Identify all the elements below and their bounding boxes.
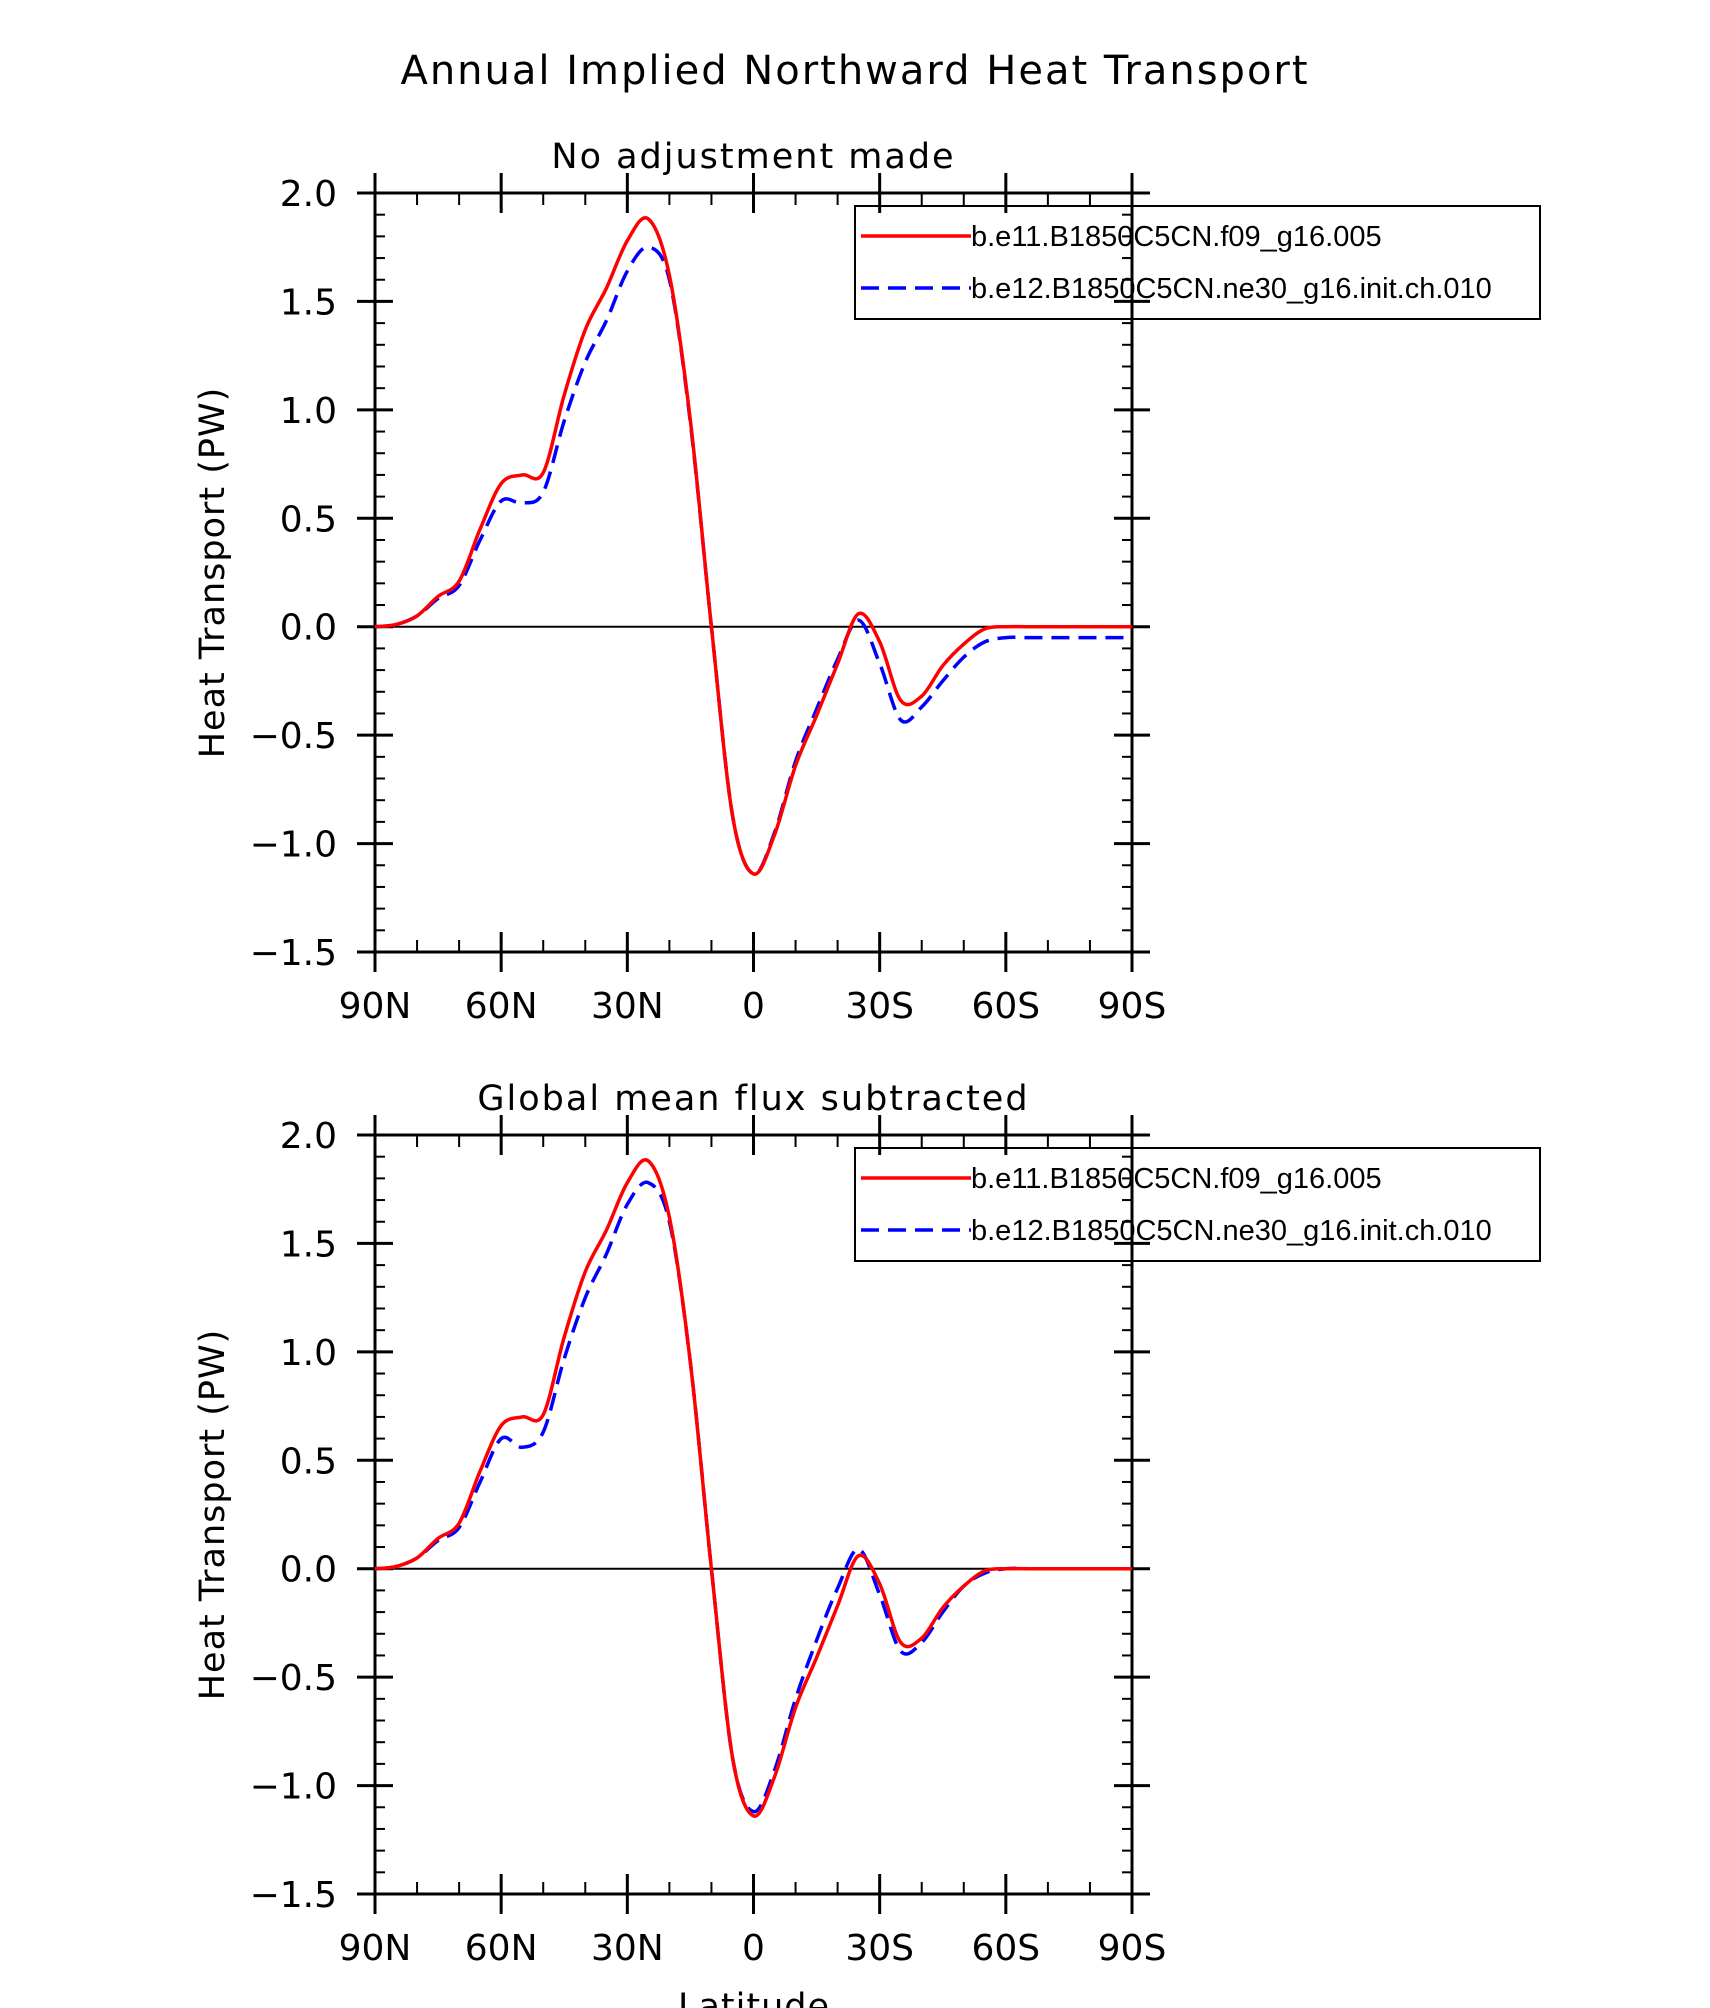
y-tick-label: −1.0: [250, 825, 337, 866]
x-tick-label: 90N: [339, 1928, 412, 1969]
x-tick-label: 0: [742, 986, 765, 1027]
x-tick-label: 60S: [971, 986, 1040, 1027]
series-line-2: [374, 1180, 1132, 1814]
y-tick-label: 1.5: [280, 1224, 337, 1265]
panels: No adjustment made 2.0 1.5 1.0 0.5 0.0 −0.5 −1.…: [193, 137, 1541, 1969]
legend-label-2: b.e12.B1850C5CN.ne30_g16.init.ch.010: [971, 1215, 1492, 1247]
x-tick-label: 30N: [591, 986, 664, 1027]
legend-label-1: b.e11.B1850C5CN.f09_g16.005: [971, 1163, 1382, 1195]
x-tick-label: 30S: [845, 986, 914, 1027]
y-axis-label: Heat Transport (PW): [193, 1329, 233, 1701]
y-tick-label: 0.0: [280, 1550, 337, 1591]
y-tick-label: 1.5: [280, 282, 337, 323]
plot-frame: [373, 191, 1134, 954]
x-tick-label: 30N: [591, 1928, 664, 1969]
y-tick-label: 1.0: [280, 391, 337, 432]
panel-title: Global mean flux subtracted: [477, 1079, 1029, 1119]
y-tick-label: 1.0: [280, 1333, 337, 1374]
panel-title: No adjustment made: [551, 137, 955, 177]
y-tick-label: −1.5: [250, 933, 337, 974]
chart-panel-2: Global mean flux subtracted 2.0 1.5 1.0 0.5 0…: [193, 1079, 1541, 1969]
legend-label-1: b.e11.B1850C5CN.f09_g16.005: [971, 221, 1382, 253]
y-tick-label: −0.5: [250, 1658, 337, 1699]
x-tick-label: 30S: [845, 1928, 914, 1969]
y-tick-label: −1.0: [250, 1767, 337, 1808]
x-tick-label: 90N: [339, 986, 412, 1027]
y-tick-label: −0.5: [250, 716, 337, 757]
x-tick-label: 90S: [1098, 1928, 1167, 1969]
series-line-1: [374, 1158, 1132, 1818]
series-line-1: [374, 216, 1132, 876]
y-axis-label: Heat Transport (PW): [193, 387, 233, 759]
y-tick-label: 0.5: [280, 499, 337, 540]
y-tick-label: 0.0: [280, 608, 337, 649]
y-tick-label: 0.5: [280, 1441, 337, 1482]
x-tick-label: 60N: [465, 1928, 538, 1969]
legend-box: [854, 1147, 1541, 1262]
figure-title: Annual Implied Northward Heat Transport: [400, 48, 1309, 94]
x-axis-label: Latitude: [678, 1987, 830, 2008]
x-tick-label: 60S: [971, 1928, 1040, 1969]
legend-label-2: b.e12.B1850C5CN.ne30_g16.init.ch.010: [971, 273, 1492, 305]
x-tick-label: 90S: [1098, 986, 1167, 1027]
series-line-2: [374, 245, 1133, 876]
x-tick-label: 60N: [465, 986, 538, 1027]
y-tick-label: −1.5: [250, 1875, 337, 1916]
plot-frame: [373, 1133, 1134, 1896]
y-tick-label: 2.0: [280, 1116, 337, 1157]
y-tick-label: 2.0: [280, 174, 337, 215]
x-tick-label: 0: [742, 1928, 765, 1969]
chart-panel-1: No adjustment made 2.0 1.5 1.0 0.5 0.0 −0.5 −1.…: [193, 137, 1541, 1027]
legend-box: [854, 205, 1541, 320]
